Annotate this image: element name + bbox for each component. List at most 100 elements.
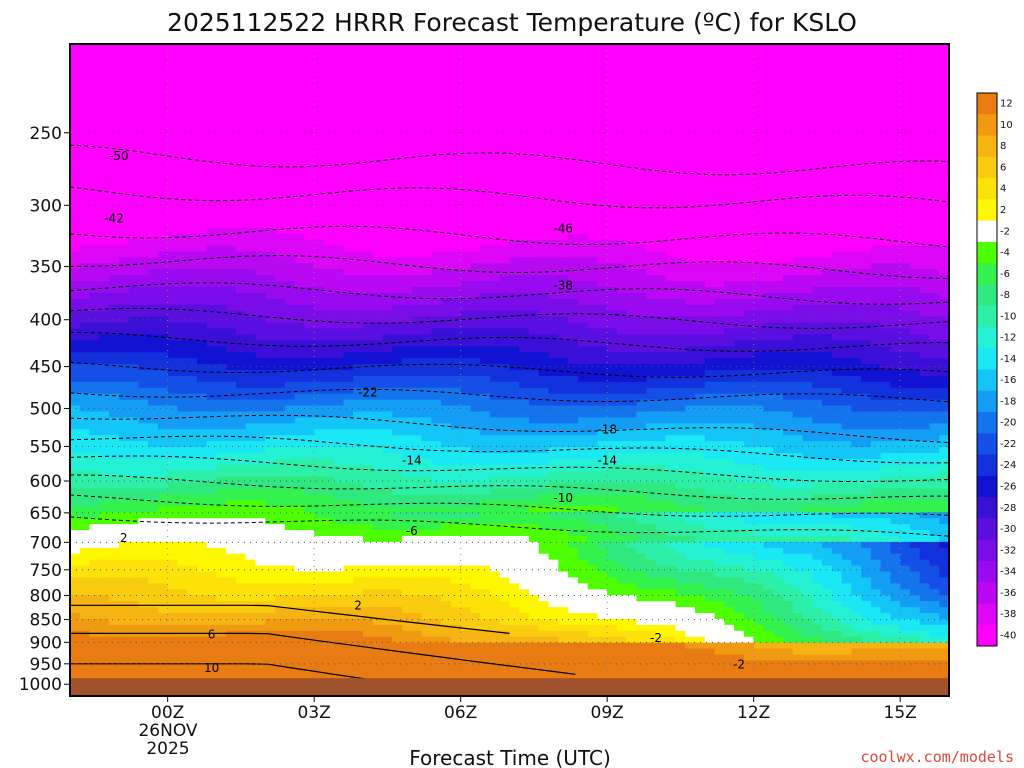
temperature-cell — [392, 304, 403, 312]
temperature-cell — [421, 541, 432, 549]
temperature-cell — [431, 162, 442, 170]
temperature-cell — [226, 186, 237, 193]
temperature-cell — [489, 292, 501, 300]
temperature-cell — [284, 607, 296, 614]
temperature-cell — [382, 156, 393, 164]
temperature-cell — [421, 524, 432, 531]
temperature-cell — [441, 156, 452, 164]
temperature-cell — [148, 423, 159, 430]
temperature-cell — [411, 346, 423, 353]
temperature-cell — [304, 44, 315, 51]
temperature-cell — [294, 121, 305, 128]
temperature-cell — [79, 417, 91, 424]
temperature-cell — [372, 233, 384, 241]
temperature-cell — [245, 470, 257, 478]
temperature-cell — [411, 180, 423, 187]
temperature-cell — [294, 328, 305, 336]
temperature-cell — [177, 553, 188, 561]
temperature-cell — [79, 115, 91, 122]
temperature-cell — [148, 387, 159, 395]
temperature-cell — [148, 411, 159, 419]
temperature-cell — [294, 607, 305, 614]
temperature-cell — [187, 375, 198, 383]
temperature-cell — [148, 441, 159, 448]
temperature-cell — [187, 239, 198, 247]
temperature-cell — [216, 672, 227, 679]
temperature-cell — [236, 642, 247, 650]
temperature-cell — [499, 607, 511, 614]
temperature-cell — [265, 340, 276, 347]
temperature-cell — [441, 666, 452, 673]
temperature-cell — [216, 221, 227, 229]
temperature-cell — [470, 672, 481, 679]
temperature-cell — [353, 115, 364, 122]
temperature-cell — [480, 257, 491, 264]
temperature-cell — [89, 458, 100, 466]
temperature-cell — [460, 541, 472, 549]
temperature-cell — [372, 310, 384, 318]
temperature-cell — [128, 458, 139, 466]
temperature-cell — [411, 524, 423, 531]
temperature-cell — [294, 352, 305, 359]
temperature-cell — [206, 227, 218, 235]
temperature-cell — [314, 215, 325, 223]
temperature-cell — [382, 553, 393, 561]
temperature-cell — [148, 476, 159, 484]
temperature-cell — [265, 441, 276, 448]
temperature-cell — [275, 192, 286, 199]
temperature-cell — [89, 506, 100, 513]
temperature-cell — [323, 559, 335, 567]
temperature-cell — [480, 447, 491, 454]
temperature-cell — [255, 132, 266, 140]
temperature-cell — [460, 328, 472, 336]
temperature-cell — [236, 654, 247, 662]
temperature-cell — [372, 393, 384, 401]
temperature-cell — [411, 559, 423, 567]
temperature-cell — [489, 642, 501, 650]
temperature-cell — [392, 393, 403, 401]
temperature-cell — [402, 275, 413, 282]
temperature-cell — [411, 227, 423, 235]
temperature-cell — [402, 91, 413, 98]
temperature-cell — [333, 476, 345, 484]
temperature-cell — [89, 624, 100, 632]
temperature-cell — [480, 215, 491, 223]
temperature-cell — [392, 518, 403, 525]
temperature-cell — [157, 227, 169, 235]
temperature-cell — [343, 364, 354, 371]
temperature-cell — [89, 275, 100, 282]
temperature-cell — [187, 423, 198, 430]
temperature-cell — [226, 204, 237, 211]
temperature-cell — [392, 97, 403, 104]
temperature-cell — [441, 138, 452, 146]
temperature-cell — [323, 109, 335, 116]
temperature-cell — [216, 417, 227, 424]
temperature-cell — [79, 618, 91, 626]
temperature-cell — [177, 352, 188, 359]
temperature-cell — [187, 180, 198, 187]
temperature-cell — [128, 180, 139, 187]
temperature-cell — [470, 257, 481, 264]
temperature-cell — [499, 518, 511, 525]
temperature-cell — [236, 61, 247, 69]
temperature-cell — [128, 156, 139, 164]
temperature-cell — [411, 476, 423, 484]
temperature-cell — [323, 470, 335, 478]
temperature-cell — [118, 559, 130, 567]
temperature-cell — [421, 441, 432, 448]
temperature-cell — [265, 61, 276, 69]
temperature-cell — [216, 239, 227, 247]
temperature-cell — [284, 97, 296, 104]
temperature-cell — [216, 49, 227, 57]
temperature-cell — [353, 85, 364, 93]
temperature-cell — [226, 73, 237, 81]
temperature-cell — [236, 150, 247, 158]
temperature-cell — [196, 215, 208, 223]
temperature-cell — [118, 654, 130, 662]
temperature-cell — [343, 607, 354, 614]
temperature-cell — [89, 399, 100, 407]
temperature-cell — [216, 91, 227, 98]
temperature-cell — [79, 298, 91, 306]
temperature-cell — [226, 387, 237, 395]
temperature-cell — [236, 115, 247, 122]
